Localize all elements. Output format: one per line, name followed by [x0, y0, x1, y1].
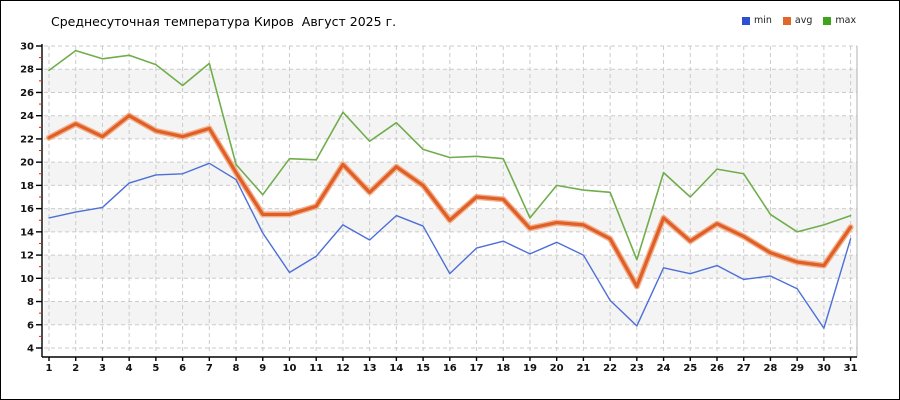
svg-text:24: 24: [20, 111, 34, 122]
legend-label-max: max: [835, 15, 857, 26]
svg-text:6: 6: [179, 363, 186, 374]
svg-text:10: 10: [283, 363, 297, 374]
svg-text:10: 10: [20, 274, 34, 285]
svg-text:8: 8: [27, 297, 34, 308]
svg-text:18: 18: [496, 363, 510, 374]
svg-text:14: 14: [20, 227, 34, 238]
svg-text:11: 11: [309, 363, 323, 374]
y-axis-ticks: 4 6 8 10 12 14 16 18 20 22 24 26 28 30: [20, 42, 42, 355]
series-max-line: [48, 49, 852, 261]
svg-text:20: 20: [550, 363, 564, 374]
svg-text:25: 25: [683, 363, 697, 374]
svg-text:16: 16: [20, 204, 34, 215]
svg-text:30: 30: [20, 42, 34, 53]
svg-text:16: 16: [443, 363, 457, 374]
series-min-line: [48, 162, 852, 329]
svg-text:20: 20: [20, 158, 34, 169]
chart-title: Среднесуточная температура Киров Август …: [51, 14, 397, 29]
svg-text:12: 12: [336, 363, 350, 374]
svg-text:14: 14: [389, 363, 403, 374]
svg-text:13: 13: [363, 363, 377, 374]
svg-text:2: 2: [72, 363, 79, 374]
svg-text:4: 4: [126, 363, 133, 374]
background-bands: [44, 69, 857, 325]
svg-text:31: 31: [844, 363, 858, 374]
svg-text:7: 7: [206, 363, 213, 374]
svg-text:6: 6: [27, 320, 34, 331]
svg-text:30: 30: [817, 363, 831, 374]
svg-text:23: 23: [630, 363, 644, 374]
svg-text:21: 21: [576, 363, 590, 374]
legend-swatch-avg-icon: [782, 16, 791, 25]
svg-text:26: 26: [20, 88, 34, 99]
svg-text:1: 1: [46, 363, 53, 374]
svg-text:8: 8: [233, 363, 240, 374]
svg-text:17: 17: [470, 363, 484, 374]
svg-text:24: 24: [657, 363, 671, 374]
svg-text:22: 22: [603, 363, 617, 374]
svg-text:15: 15: [416, 363, 430, 374]
legend-item-min: min: [742, 16, 772, 26]
svg-text:5: 5: [152, 363, 159, 374]
svg-text:12: 12: [20, 251, 34, 262]
svg-text:28: 28: [20, 65, 34, 76]
svg-text:4: 4: [27, 344, 34, 355]
legend-swatch-max-icon: [823, 16, 832, 25]
svg-text:9: 9: [259, 363, 266, 374]
svg-text:27: 27: [737, 363, 751, 374]
series-avg-line: [47, 114, 853, 289]
legend-swatch-min-icon: [742, 16, 750, 25]
svg-text:22: 22: [20, 134, 34, 145]
legend-item-avg: avg: [782, 15, 813, 26]
svg-text:19: 19: [523, 363, 537, 374]
svg-text:26: 26: [710, 363, 724, 374]
legend: min avg max: [742, 16, 856, 26]
svg-text:28: 28: [763, 363, 777, 374]
svg-text:29: 29: [790, 363, 804, 374]
legend-item-max: max: [823, 16, 856, 26]
svg-text:3: 3: [99, 363, 106, 374]
svg-text:18: 18: [20, 181, 34, 192]
legend-label-min: min: [754, 15, 772, 26]
legend-label-avg: avg: [794, 15, 813, 26]
x-axis-ticks: 1 2 3 4 5 6 7 8 9 10 11 12 13 14 15 16 17 18 19 20 21 22 23 24 2…: [46, 357, 858, 374]
